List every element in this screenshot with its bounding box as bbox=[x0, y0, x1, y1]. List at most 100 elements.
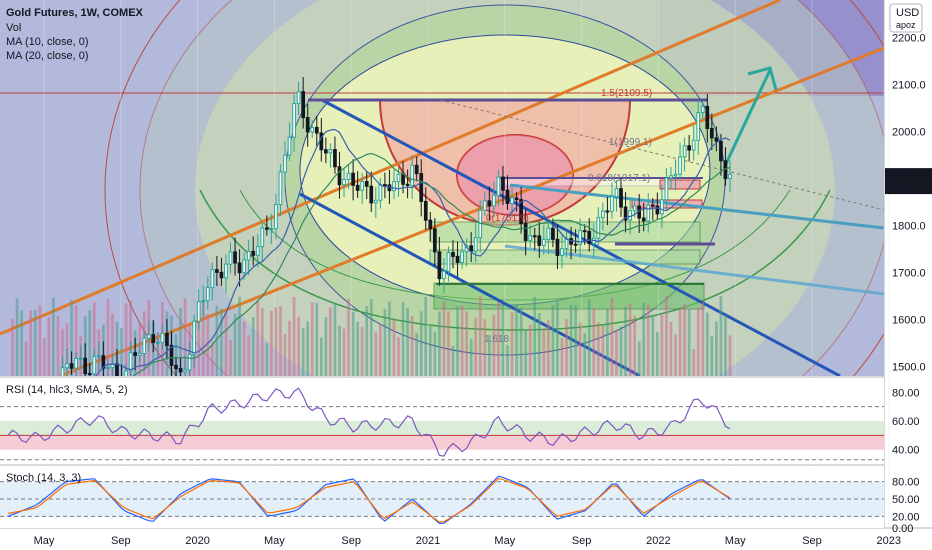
volume-bar bbox=[115, 321, 119, 376]
candle-body bbox=[501, 176, 505, 191]
candle-body bbox=[373, 199, 378, 204]
volume-bar bbox=[201, 299, 205, 376]
currency-selector[interactable]: USD apoz bbox=[889, 3, 923, 33]
candle-body bbox=[196, 301, 201, 322]
candle-body bbox=[65, 363, 69, 369]
volume-bar bbox=[11, 319, 14, 376]
candle-body bbox=[305, 117, 310, 133]
ma10-label[interactable]: MA (10, close, 0) bbox=[6, 36, 89, 48]
price-axis[interactable]: 1500.01600.01700.01800.01900.02000.02100… bbox=[892, 33, 926, 374]
candle-body bbox=[532, 235, 537, 238]
candle-body bbox=[619, 188, 623, 208]
candle-body bbox=[78, 357, 83, 360]
time-axis[interactable]: May Sep 2020 May Sep 2021 May Sep 2022 May Sep 2023 bbox=[34, 535, 901, 547]
volume-bar bbox=[692, 349, 696, 376]
x-tick-label: May bbox=[494, 535, 515, 547]
volume-bar bbox=[338, 325, 341, 376]
volume-bar bbox=[515, 304, 518, 376]
rsi-pane bbox=[0, 378, 884, 464]
volume-bar bbox=[106, 299, 110, 376]
candle-body bbox=[514, 197, 519, 201]
countdown: 3d 9h bbox=[892, 183, 917, 194]
fib-label-0-618: 0.618(1917.1) bbox=[588, 173, 650, 184]
header-legend: Gold Futures, 1W, COMEX Vol MA (10, clos… bbox=[6, 7, 144, 484]
candle-body bbox=[669, 175, 673, 179]
volume-bar bbox=[20, 310, 23, 376]
volume-bar bbox=[174, 334, 178, 376]
dash-line bbox=[439, 99, 884, 211]
volume-bar bbox=[719, 296, 723, 376]
volume-bar bbox=[428, 326, 432, 376]
volume-bar bbox=[442, 301, 446, 376]
candle-body bbox=[260, 227, 265, 248]
volume-bar bbox=[120, 328, 123, 376]
candle-body bbox=[646, 204, 651, 222]
vol-label[interactable]: Vol bbox=[6, 22, 21, 34]
candle-body bbox=[487, 200, 492, 207]
candle-body bbox=[414, 164, 419, 175]
volume-bar bbox=[369, 299, 373, 376]
volume-bar bbox=[74, 305, 78, 376]
candle-body bbox=[328, 149, 333, 154]
candle-body bbox=[396, 173, 401, 183]
ma20-label[interactable]: MA (20, close, 0) bbox=[6, 50, 89, 62]
volume-bar bbox=[283, 333, 287, 376]
candle-body bbox=[378, 184, 383, 201]
candle-body bbox=[83, 357, 88, 375]
candle-body bbox=[246, 250, 251, 261]
candle-body bbox=[351, 172, 355, 186]
volume-bar bbox=[569, 304, 573, 376]
candle-body bbox=[278, 171, 283, 206]
candle-body bbox=[709, 127, 714, 139]
candle-body bbox=[528, 235, 533, 241]
candle-body bbox=[342, 178, 346, 186]
candle-body bbox=[383, 184, 387, 187]
volume-bar bbox=[347, 298, 350, 376]
volume-bar bbox=[610, 297, 614, 376]
candle-body bbox=[446, 252, 451, 272]
candles-layer bbox=[60, 77, 732, 376]
volume-bar bbox=[556, 301, 559, 376]
candle-body bbox=[410, 164, 414, 186]
volume-bar bbox=[447, 311, 450, 376]
rsi-label[interactable]: RSI (14, hlc3, SMA, 5, 2) bbox=[6, 384, 128, 396]
symbol-title[interactable]: Gold Futures, 1W, COMEX bbox=[6, 7, 144, 19]
candle-body bbox=[428, 219, 433, 230]
volume-bar bbox=[501, 305, 505, 376]
candle-body bbox=[678, 156, 682, 175]
candle-body bbox=[324, 149, 328, 154]
volume-bar bbox=[537, 313, 541, 376]
volume-bar bbox=[52, 297, 55, 376]
candle-body bbox=[555, 238, 560, 256]
volume-bar bbox=[42, 337, 46, 376]
candle-body bbox=[269, 228, 274, 231]
drawings-layer bbox=[0, 0, 884, 376]
volume-bar bbox=[288, 320, 291, 376]
volume-bar bbox=[356, 321, 360, 376]
rsi-tick-label: 40.00 bbox=[892, 445, 920, 457]
volume-bar bbox=[38, 305, 42, 376]
stoch-tick-label: 0.00 bbox=[892, 523, 913, 535]
volume-bar bbox=[392, 318, 396, 376]
rsi-axis[interactable]: 40.00 60.00 80.00 bbox=[892, 387, 920, 456]
volume-bar bbox=[374, 332, 378, 376]
candle-body bbox=[205, 287, 210, 302]
volume-bar bbox=[424, 296, 428, 376]
x-tick-label: Sep bbox=[341, 535, 361, 547]
volume-bar bbox=[519, 307, 523, 376]
price-tick-label: 1500.0 bbox=[892, 362, 926, 374]
candle-body bbox=[60, 367, 65, 376]
candle-body bbox=[469, 245, 474, 252]
candle-body bbox=[664, 177, 669, 201]
volume-bar bbox=[401, 301, 405, 376]
candle-body bbox=[687, 145, 691, 151]
volume-bar bbox=[483, 319, 487, 376]
volume-bar bbox=[487, 334, 491, 376]
candle-body bbox=[482, 200, 487, 211]
volume-bar bbox=[651, 316, 655, 376]
candle-body bbox=[460, 251, 464, 264]
stoch-axis[interactable]: 80.00 50.00 20.000.00 bbox=[892, 477, 920, 535]
stoch-label[interactable]: Stoch (14, 3, 3) bbox=[6, 472, 81, 484]
volume-bar bbox=[33, 310, 37, 376]
